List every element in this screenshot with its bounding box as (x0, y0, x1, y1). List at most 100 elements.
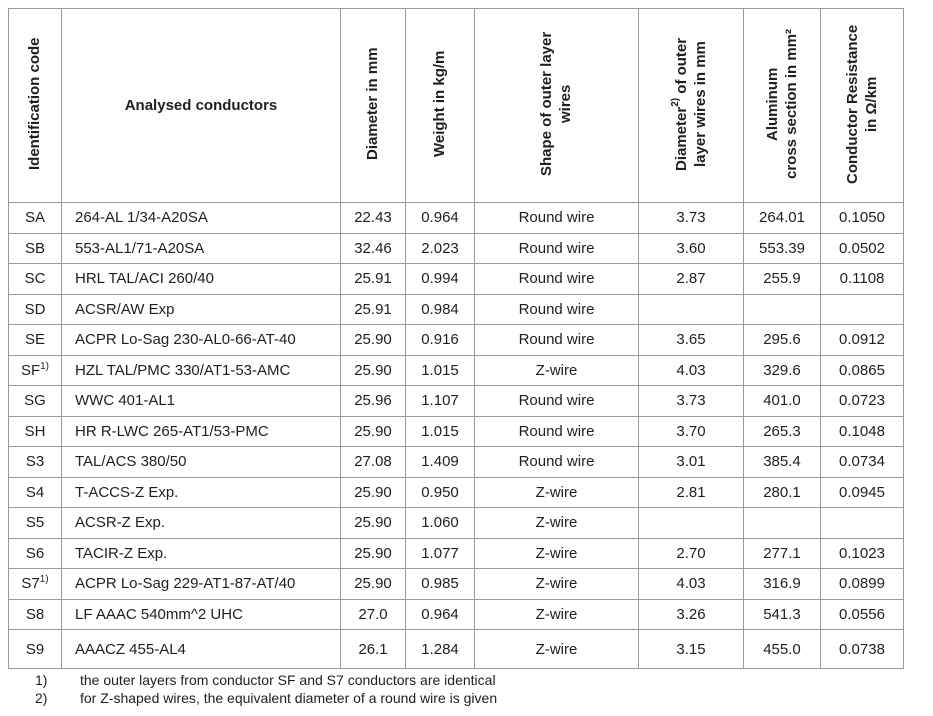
cell-diameter: 25.96 (340, 385, 406, 417)
cell-weight: 0.984 (405, 293, 475, 325)
cell-analysed-conductor: HR R-LWC 265-AT1/53-PMC (61, 415, 341, 447)
cell-outer-layer-diameter: 2.87 (638, 263, 744, 295)
cell-weight: 0.916 (405, 324, 475, 356)
cell-outer-layer-diameter: 4.03 (638, 354, 744, 386)
cell-identification-code: SG (8, 385, 62, 417)
cell-diameter: 25.90 (340, 507, 406, 539)
cell-shape: Round wire (474, 293, 639, 325)
col-header-resistance: Conductor Resistance in Ω/km (820, 8, 904, 203)
col-header-label: Conductor Resistance in Ω/km (843, 23, 880, 184)
cell-shape: Z-wire (474, 629, 639, 669)
cell-weight: 2.023 (405, 232, 475, 264)
cell-outer-layer-diameter: 3.26 (638, 598, 744, 630)
footnote-ref: 2) (669, 96, 681, 106)
cell-outer-layer-diameter (638, 293, 744, 325)
table-row: S71) ACPR Lo-Sag 229-AT1-87-AT/40 25.90 0.9… (8, 568, 904, 600)
cell-identification-code: S4 (8, 476, 62, 508)
cell-diameter: 25.91 (340, 263, 406, 295)
cell-cross-section: 280.1 (743, 476, 821, 508)
cell-shape: Round wire (474, 263, 639, 295)
col-header-label: Identification code (26, 37, 44, 170)
cell-outer-layer-diameter: 2.81 (638, 476, 744, 508)
cell-resistance: 0.1050 (820, 202, 904, 234)
cell-weight: 1.284 (405, 629, 475, 669)
cell-shape: Z-wire (474, 537, 639, 569)
cell-cross-section (743, 293, 821, 325)
cell-weight: 1.015 (405, 415, 475, 447)
cell-resistance (820, 507, 904, 539)
table-row: S5 ACSR-Z Exp. 25.90 1.060 Z-wire (8, 507, 904, 539)
table-row: SG WWC 401-AL1 25.96 1.107 Round wire 3.73 401… (8, 385, 904, 417)
cell-analysed-conductor: ACPR Lo-Sag 230-AL0-66-AT-40 (61, 324, 341, 356)
cell-outer-layer-diameter: 2.70 (638, 537, 744, 569)
footnote-marker: 1) (35, 672, 48, 688)
cell-weight: 0.964 (405, 598, 475, 630)
cell-cross-section: 541.3 (743, 598, 821, 630)
cell-cross-section: 264.01 (743, 202, 821, 234)
cell-weight: 1.015 (405, 354, 475, 386)
table-row: SA 264-AL 1/34-A20SA 22.43 0.964 Round wire 3… (8, 202, 904, 234)
cell-diameter: 32.46 (340, 232, 406, 264)
col-header-label: Shape of outer layer wires (538, 31, 575, 176)
cell-shape: Z-wire (474, 598, 639, 630)
cell-resistance: 0.0556 (820, 598, 904, 630)
cell-analysed-conductor: ACPR Lo-Sag 229-AT1-87-AT/40 (61, 568, 341, 600)
cell-identification-code: SE (8, 324, 62, 356)
cell-identification-code: S9 (8, 629, 62, 669)
cell-outer-layer-diameter: 3.73 (638, 385, 744, 417)
footnote-marker: 2) (35, 690, 48, 706)
footnote-text: for Z-shaped wires, the equivalent diame… (80, 690, 498, 706)
col-header-label: Aluminum cross section in mm² (763, 28, 800, 179)
cell-resistance: 0.0945 (820, 476, 904, 508)
table-body: SA 264-AL 1/34-A20SA 22.43 0.964 Round wire 3… (8, 202, 904, 669)
col-header-shape: Shape of outer layer wires (474, 8, 639, 203)
cell-weight: 0.994 (405, 263, 475, 295)
cell-resistance: 0.0723 (820, 385, 904, 417)
table-header: Identification code Analysed conductors … (8, 8, 904, 203)
footnote-ref: 1) (39, 574, 49, 586)
cell-resistance: 0.1023 (820, 537, 904, 569)
cell-shape: Round wire (474, 202, 639, 234)
cell-weight: 0.985 (405, 568, 475, 600)
table-row: S6 TACIR-Z Exp. 25.90 1.077 Z-wire 2.70 277.1 0… (8, 537, 904, 569)
cell-cross-section (743, 507, 821, 539)
cell-shape: Round wire (474, 232, 639, 264)
footnotes: 1) the outer layers from conductor SF an… (9, 671, 497, 707)
cell-shape: Round wire (474, 415, 639, 447)
cell-weight: 1.060 (405, 507, 475, 539)
cell-outer-layer-diameter: 3.70 (638, 415, 744, 447)
col-header-label: Diameter in mm (364, 47, 382, 160)
cell-cross-section: 295.6 (743, 324, 821, 356)
cell-cross-section: 265.3 (743, 415, 821, 447)
cell-cross-section: 316.9 (743, 568, 821, 600)
cell-diameter: 25.91 (340, 293, 406, 325)
cell-identification-code: SF1) (8, 354, 62, 386)
table-row: S3 TAL/ACS 380/50 27.08 1.409 Round wire 3.01… (8, 446, 904, 478)
cell-diameter: 25.90 (340, 415, 406, 447)
cell-cross-section: 255.9 (743, 263, 821, 295)
table-row: SH HR R-LWC 265-AT1/53-PMC 25.90 1.015 Round… (8, 415, 904, 447)
cell-outer-layer-diameter (638, 507, 744, 539)
footnote-ref: 1) (40, 360, 50, 372)
table-row: SD ACSR/AW Exp 25.91 0.984 Round wire (8, 293, 904, 325)
cell-identification-code: S5 (8, 507, 62, 539)
table-row: S8 LF AAAC 540mm^2 UHC 27.0 0.964 Z-wire 3.26… (8, 598, 904, 630)
cell-identification-code: SH (8, 415, 62, 447)
cell-cross-section: 385.4 (743, 446, 821, 478)
cell-resistance: 0.0734 (820, 446, 904, 478)
col-header-diameter: Diameter in mm (340, 8, 406, 203)
cell-diameter: 25.90 (340, 537, 406, 569)
cell-outer-layer-diameter: 3.73 (638, 202, 744, 234)
cell-identification-code: S71) (8, 568, 62, 600)
cell-diameter: 25.90 (340, 568, 406, 600)
col-header-label: Analysed conductors (124, 97, 278, 114)
col-header-outer-layer-diameter: Diameter2) of outer layer wires in mm (638, 8, 744, 203)
cell-diameter: 27.0 (340, 598, 406, 630)
cell-shape: Z-wire (474, 354, 639, 386)
cell-analysed-conductor: LF AAAC 540mm^2 UHC (61, 598, 341, 630)
cell-identification-code: S6 (8, 537, 62, 569)
footnote: 2) for Z-shaped wires, the equivalent di… (9, 689, 497, 707)
cell-analysed-conductor: HRL TAL/ACI 260/40 (61, 263, 341, 295)
cell-resistance: 0.0738 (820, 629, 904, 669)
